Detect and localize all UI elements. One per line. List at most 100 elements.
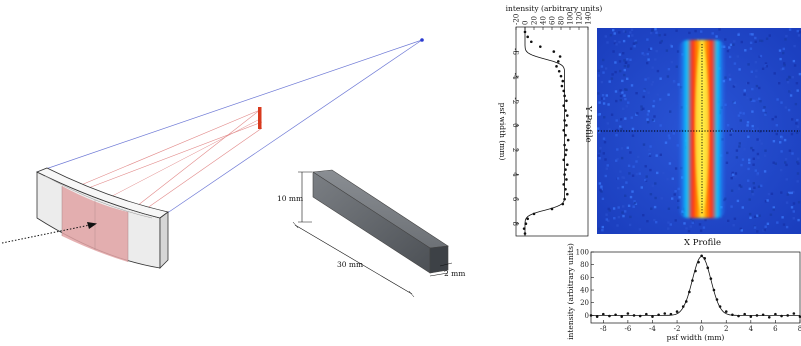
psf-image: X Profile Y Profile	[583, 28, 801, 248]
y-profile-ytick-label: 8	[511, 221, 519, 225]
y-profile-plot: -20 0 20 40 60 80 100 120 140-6-4-202468intensit…	[498, 4, 603, 237]
y-profile-point	[523, 232, 527, 235]
x-profile-xtick-label: 2	[724, 325, 728, 333]
y-profile-xtick-label: 20	[531, 16, 539, 25]
y-profile-point	[532, 212, 536, 216]
ray-red-2	[127, 109, 261, 214]
y-profile-point	[561, 79, 565, 83]
y-profile-point	[562, 158, 565, 162]
x-profile-point	[703, 257, 707, 260]
x-profile-xtick-label: 8	[798, 325, 801, 333]
x-profile-point	[620, 315, 624, 318]
y-profile-point	[562, 128, 565, 132]
ray-red-1	[61, 109, 261, 194]
y-profile-point	[563, 173, 566, 176]
dim-length-label: 30 mm	[337, 260, 363, 269]
y-profile-point	[526, 217, 529, 221]
y-profile-point	[562, 183, 565, 186]
y-profile-xtick-label: 100	[567, 12, 575, 25]
y-profile-point	[523, 30, 527, 34]
y-profile-point	[564, 109, 567, 112]
x-profile-point	[691, 279, 694, 282]
x-profile-point	[718, 305, 722, 308]
y-profile-point	[564, 133, 567, 137]
source-point	[420, 38, 424, 42]
y-profile-xtick-label: 140	[585, 12, 593, 25]
y-profile-point	[566, 114, 569, 117]
y-profile-ytick-label: 6	[511, 197, 519, 202]
x-profile-point	[681, 305, 685, 308]
y-profile-point	[559, 74, 563, 78]
y-profile-point	[526, 35, 529, 39]
y-profile-point	[557, 69, 561, 73]
y-profile-point	[522, 227, 526, 230]
x-profile-point	[626, 312, 630, 315]
dim-height-label: 10 mm	[277, 194, 303, 203]
x-profile-point	[684, 300, 688, 303]
x-profile-xlabel: psf width (mm)	[667, 333, 725, 342]
y-profile-xlabel: intensity (arbitrary units)	[506, 4, 603, 13]
y-profile-point	[562, 89, 565, 93]
x-profile-point	[688, 290, 691, 294]
x-profile-point	[709, 277, 713, 280]
x-profile-ytick-label: 80	[580, 261, 589, 269]
x-profile-point	[774, 312, 777, 316]
y-profile-point	[563, 94, 566, 98]
x-profile-point	[694, 269, 697, 273]
x-profile-xtick-label: 0	[699, 325, 703, 333]
x-profile-fit-line	[591, 256, 800, 316]
x-profile-ytick-label: 100	[576, 249, 589, 257]
y-profile-point	[565, 124, 568, 127]
x-profile-point	[645, 312, 648, 316]
x-profile-point	[712, 288, 716, 292]
x-profile-point	[761, 313, 765, 317]
x-profile-point	[675, 310, 679, 313]
x-profile-point	[706, 266, 710, 270]
x-profile-ytick-label: 20	[580, 299, 589, 307]
y-profile-xtick-label: 80	[558, 16, 566, 25]
x-profile-ytick-label: 0	[585, 312, 589, 320]
x-profile-point	[614, 313, 617, 317]
y-profile-ytick-label: -2	[511, 97, 519, 104]
x-profile-point	[786, 314, 790, 317]
x-profile-point	[651, 315, 654, 318]
y-profile-xtick-label: 60	[549, 16, 557, 25]
y-profile-point	[557, 60, 560, 63]
x-profile-xtick-label: -6	[624, 325, 631, 333]
x-profile-point	[743, 312, 746, 316]
x-profile-xtick-label: -4	[649, 325, 656, 333]
x-profile-xtick-label: -2	[674, 325, 681, 333]
y-profile-xtick-label: -20	[513, 14, 521, 25]
y-profile-ytick-label: -4	[511, 73, 519, 80]
sample-block: 10 mm 30 mm 2 mm	[277, 169, 465, 298]
y-profile-fit-line	[524, 27, 565, 236]
x-profile-ytick-label: 40	[580, 287, 589, 295]
x-profile-xtick-label: 4	[749, 325, 754, 333]
x-profile-point	[700, 254, 703, 258]
x-profile-point	[715, 298, 719, 301]
x-profile-frame	[590, 251, 801, 324]
x-profile-point	[724, 310, 728, 313]
y-profile-xtick-label: 0	[522, 21, 530, 25]
y-profile-point	[562, 104, 565, 107]
ray-red-5	[94, 119, 259, 206]
y-profile-point	[563, 143, 566, 147]
dim-depth-label: 2 mm	[444, 269, 465, 278]
x-profile-point	[632, 314, 636, 317]
x-profile-point	[638, 314, 642, 318]
incident-arrow	[1, 222, 97, 244]
x-profile-point	[755, 314, 759, 317]
x-profile-point	[731, 313, 734, 317]
y-profile-ytick-label: 4	[511, 172, 519, 177]
y-profile-point	[565, 178, 568, 181]
x-profile-point	[749, 315, 753, 318]
x-profile-xtick-label: 6	[773, 325, 778, 333]
y-profile-point	[550, 207, 554, 211]
y-profile-xtick-label: 40	[540, 16, 548, 25]
y-profile-point	[564, 168, 567, 171]
y-profile-point	[566, 192, 569, 196]
y-profile-point	[561, 202, 565, 206]
x-profile-xtick-label: -8	[600, 325, 607, 333]
